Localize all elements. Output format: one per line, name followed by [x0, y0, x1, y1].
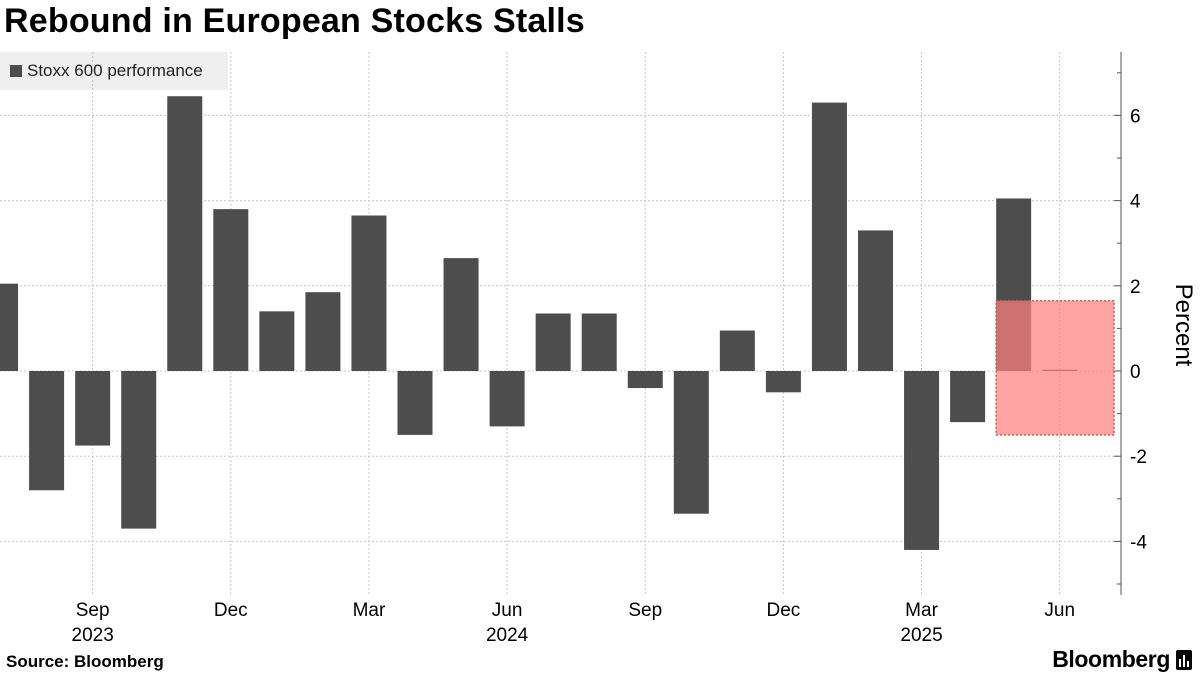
- legend: Stoxx 600 performance: [0, 52, 228, 90]
- y-tick-label: 6: [1130, 106, 1141, 127]
- bars: [0, 96, 1078, 550]
- bar-feb-2024: [305, 292, 341, 371]
- legend-swatch: [10, 65, 22, 77]
- bar-jun-2024: [489, 371, 525, 427]
- y-axis: -4 -2 0 2 4 6: [1114, 52, 1147, 595]
- x-tick-label: Mar: [353, 600, 386, 621]
- chart-title: Rebound in European Stocks Stalls: [4, 2, 585, 40]
- bar-jan-2025: [811, 102, 847, 372]
- bar-mar-2024: [351, 215, 387, 371]
- source-note: Source: Bloomberg: [6, 652, 164, 671]
- bar-jul-2023: [0, 283, 19, 371]
- x-tick-label: Mar: [905, 600, 938, 621]
- bar-mar-2025: [904, 371, 940, 550]
- y-tick-label: -4: [1130, 532, 1147, 553]
- y-tick-label: -2: [1130, 447, 1147, 468]
- bar-may-2024: [443, 258, 479, 371]
- bar-jul-2024: [535, 313, 571, 371]
- bar-aug-2024: [581, 313, 617, 371]
- bar-aug-2023: [29, 371, 65, 491]
- y-tick-label: 4: [1130, 192, 1141, 213]
- x-axis-labels: Sep 2023 Dec Mar Jun 2024 Sep Dec Mar 2025 Jun: [72, 600, 1076, 646]
- bar-oct-2023: [121, 371, 157, 529]
- bar-nov-2024: [719, 330, 755, 371]
- x-tick-label: Dec: [214, 600, 248, 621]
- y-tick-label: 0: [1130, 362, 1141, 383]
- bar-sep-2024: [627, 371, 663, 389]
- bar-nov-2023: [167, 96, 203, 371]
- x-tick-label: Sep: [76, 600, 110, 621]
- bar-apr-2024: [397, 371, 433, 435]
- x-year-label: 2023: [72, 625, 114, 646]
- legend-label: Stoxx 600 performance: [27, 61, 203, 80]
- bar-feb-2025: [858, 230, 893, 371]
- y-tick-label: 2: [1130, 277, 1141, 298]
- x-tick-label: Dec: [767, 600, 801, 621]
- bar-jan-2024: [259, 311, 295, 371]
- x-year-label: 2024: [486, 625, 529, 646]
- x-tick-label: Jun: [492, 600, 523, 621]
- bar-sep-2023: [75, 371, 111, 446]
- highlight-box: [995, 299, 1115, 436]
- y-axis-title: Percent: [1170, 284, 1197, 367]
- bloomberg-terminal-icon: [1176, 649, 1192, 670]
- x-tick-label: Jun: [1044, 600, 1075, 621]
- highlight-layer: [995, 299, 1115, 436]
- bar-apr-2025: [950, 371, 986, 423]
- brand-name: Bloomberg: [1052, 646, 1170, 672]
- bar-dec-2024: [765, 371, 801, 393]
- x-tick-label: Sep: [628, 600, 662, 621]
- bar-dec-2023: [213, 209, 249, 371]
- brand: Bloomberg: [1052, 646, 1192, 673]
- x-year-label: 2025: [900, 625, 942, 646]
- bar-oct-2024: [673, 371, 709, 514]
